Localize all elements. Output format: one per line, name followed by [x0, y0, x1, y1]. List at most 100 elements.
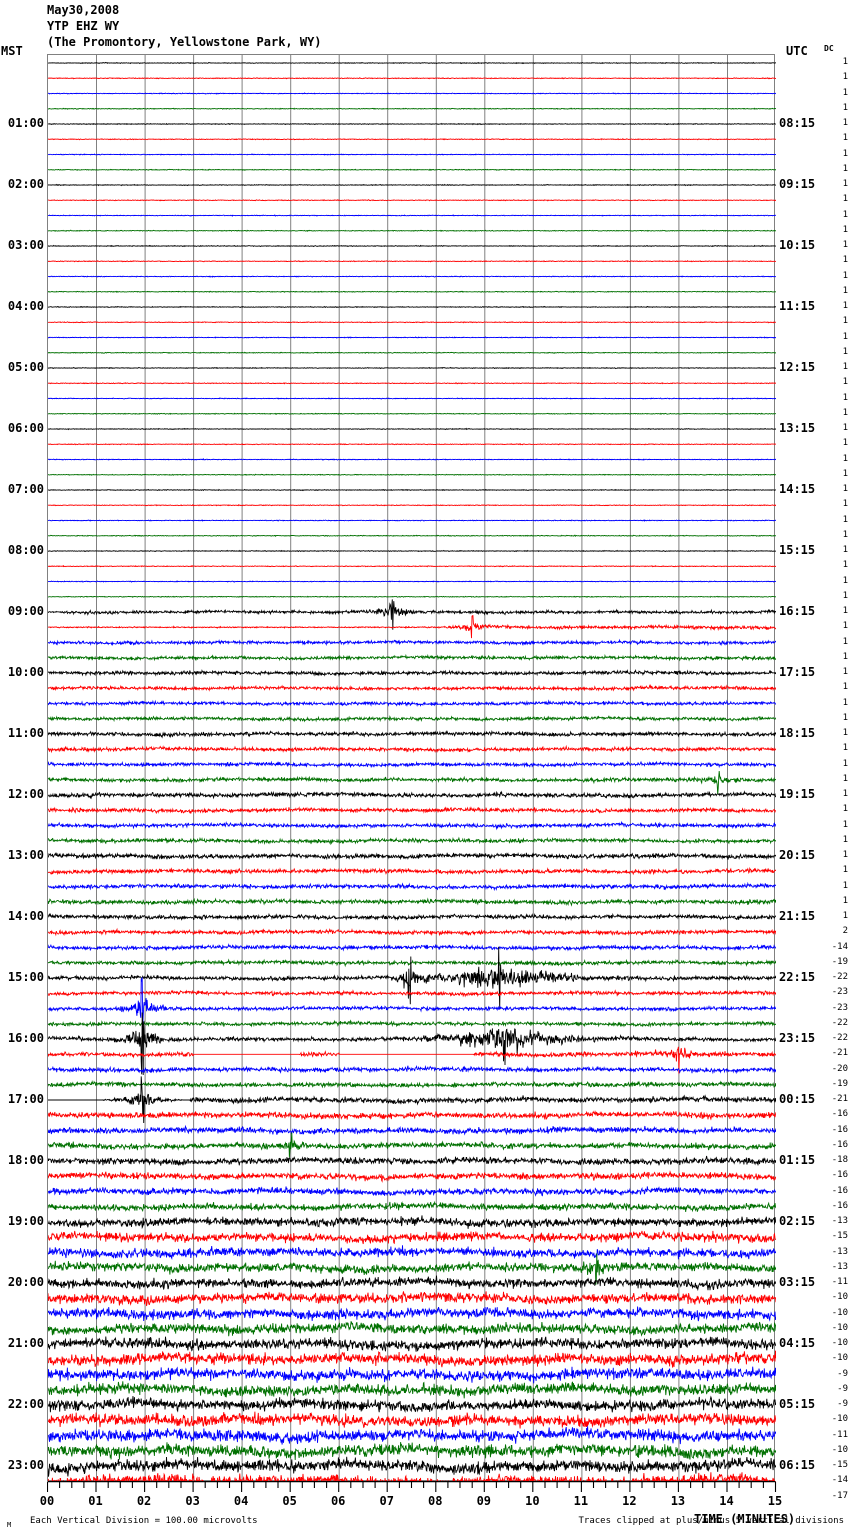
x-axis-tick-label: 11	[573, 1494, 589, 1508]
dc-value: -9	[837, 1399, 848, 1409]
dc-value: -16	[831, 1170, 848, 1181]
dc-value: -10	[831, 1414, 848, 1425]
mst-hour-label: 19:00	[7, 1214, 44, 1228]
dc-value: 1	[842, 789, 848, 799]
dc-value: 1	[842, 712, 848, 723]
mst-hour-label: 12:00	[7, 787, 44, 801]
scale-prefix: M	[7, 1521, 12, 1529]
utc-hour-label: 06:15	[779, 1458, 816, 1472]
dc-value: -17	[831, 1490, 848, 1501]
mst-hour-label: 20:00	[7, 1275, 44, 1289]
utc-hour-label: 04:15	[779, 1336, 816, 1350]
dc-value: 1	[842, 102, 848, 113]
dc-value: -11	[831, 1429, 848, 1440]
dc-value: 1	[842, 819, 848, 830]
dc-value: 1	[842, 163, 848, 174]
dc-value: -22	[831, 1033, 848, 1043]
dc-value: 1	[842, 148, 848, 159]
dc-value: 1	[842, 224, 848, 235]
header-date: May30,2008	[47, 3, 120, 17]
dc-value: 1	[842, 758, 848, 769]
dc-value: -14	[831, 941, 848, 952]
utc-hour-label: 22:15	[779, 970, 816, 984]
dc-value: 1	[842, 438, 848, 449]
dc-value: -23	[831, 987, 848, 998]
dc-value: 1	[842, 118, 848, 128]
dc-value: 1	[842, 423, 848, 433]
utc-hour-label: 12:15	[779, 360, 816, 374]
dc-value: -20	[831, 1063, 848, 1074]
dc-value: 1	[842, 72, 848, 83]
mst-hour-label: 17:00	[7, 1092, 44, 1106]
right-axis-label-utc: UTC	[786, 44, 808, 58]
dc-value: 1	[842, 545, 848, 555]
dc-value: -10	[831, 1444, 848, 1455]
dc-value: -23	[831, 1002, 848, 1013]
dc-value: -16	[831, 1185, 848, 1196]
mst-hour-label: 08:00	[7, 543, 44, 557]
utc-hour-label: 15:15	[779, 543, 816, 557]
dc-value: 1	[842, 392, 848, 403]
x-axis-tick-label: 07	[379, 1494, 394, 1508]
mst-hour-label: 09:00	[7, 604, 44, 618]
mst-hour-label: 16:00	[7, 1031, 44, 1045]
x-axis-tick-label: 10	[525, 1494, 540, 1508]
x-axis-tick-label: 15	[767, 1494, 783, 1508]
dc-value: 1	[842, 346, 848, 357]
dc-value: 1	[842, 636, 848, 647]
dc-value: 1	[842, 453, 848, 464]
dc-value: 1	[842, 743, 848, 754]
x-axis-tick-label: 03	[185, 1494, 200, 1508]
dc-value: 1	[842, 285, 848, 296]
dc-value: -10	[831, 1338, 848, 1348]
dc-value: 1	[842, 468, 848, 479]
x-axis-tick-label: 14	[719, 1494, 734, 1508]
dc-value: 1	[842, 682, 848, 693]
dc-value: 1	[842, 606, 848, 616]
dc-value: -16	[831, 1139, 848, 1150]
dc-value: 1	[842, 377, 848, 388]
utc-hour-label: 02:15	[779, 1214, 816, 1228]
x-axis-tick-label: 02	[136, 1494, 152, 1508]
utc-hour-label: 23:15	[779, 1031, 816, 1045]
dc-value: -15	[831, 1460, 848, 1470]
dc-value: 1	[842, 560, 848, 571]
dc-value: 1	[842, 911, 848, 921]
utc-hour-label: 17:15	[779, 665, 816, 679]
dc-value: 1	[842, 575, 848, 586]
dc-value: -21	[831, 1048, 848, 1059]
x-axis-tick-label: 04	[233, 1494, 249, 1508]
dc-value: 1	[842, 804, 848, 815]
dc-value: 1	[842, 209, 848, 220]
dc-value: -9	[837, 1383, 848, 1394]
dc-value: -15	[831, 1231, 848, 1242]
mst-hour-label: 13:00	[7, 848, 44, 862]
mst-hour-label: 01:00	[7, 116, 44, 130]
dc-value: -21	[831, 1094, 848, 1104]
dc-value: 1	[842, 865, 848, 876]
dc-value: 1	[842, 133, 848, 144]
dc-value: -16	[831, 1124, 848, 1135]
dc-value: 1	[842, 850, 848, 860]
x-axis-tick-label: 00	[39, 1494, 55, 1508]
mst-hour-label: 11:00	[7, 726, 44, 740]
mst-hour-label: 03:00	[7, 238, 44, 252]
clip-note: Traces clipped at plus/minus 5 vertical …	[578, 1516, 844, 1526]
helicorder-plot[interactable]	[47, 54, 776, 1482]
x-axis-tick-label: 12	[622, 1494, 637, 1508]
dc-value: 1	[842, 270, 848, 281]
utc-hour-label: 20:15	[779, 848, 816, 862]
x-axis-title: TIME (MINUTES)	[694, 1512, 796, 1526]
dc-value: 1	[842, 667, 848, 677]
dc-value: 1	[842, 880, 848, 891]
mst-hour-label: 07:00	[7, 482, 44, 496]
x-axis-tick-label: 13	[670, 1494, 686, 1508]
dc-value: 1	[842, 529, 848, 540]
utc-hour-label: 01:15	[779, 1153, 816, 1167]
mst-hour-label: 02:00	[7, 177, 44, 191]
utc-hour-label: 21:15	[779, 909, 816, 923]
dc-value: 1	[842, 57, 848, 67]
header-station: YTP EHZ WY	[47, 19, 120, 33]
dc-value: 1	[842, 773, 848, 784]
dc-value: -18	[831, 1155, 848, 1165]
